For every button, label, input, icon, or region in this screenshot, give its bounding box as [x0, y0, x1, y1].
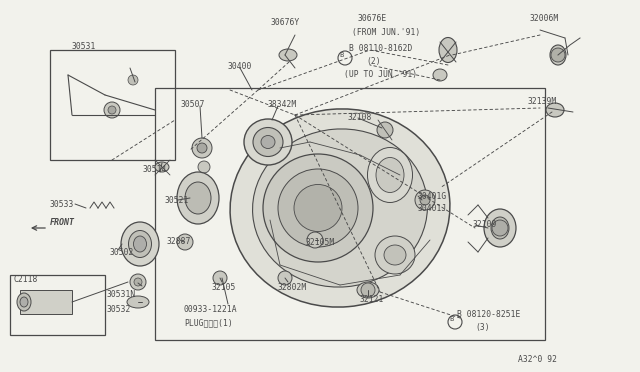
Ellipse shape	[376, 157, 404, 192]
Ellipse shape	[127, 296, 149, 308]
Text: B 08120-8251E: B 08120-8251E	[457, 310, 520, 319]
Ellipse shape	[129, 231, 152, 257]
Text: 32802M: 32802M	[278, 283, 307, 292]
Ellipse shape	[185, 182, 211, 214]
Text: 32105: 32105	[212, 283, 236, 292]
Text: C2118: C2118	[14, 275, 38, 284]
Ellipse shape	[294, 185, 342, 231]
Ellipse shape	[177, 172, 219, 224]
Text: 32139M: 32139M	[528, 97, 557, 106]
Ellipse shape	[484, 209, 516, 247]
Text: 00933-1221A: 00933-1221A	[184, 305, 237, 314]
Text: 30400: 30400	[228, 62, 252, 71]
Text: B: B	[339, 52, 343, 58]
Bar	[10, 275, 105, 335]
Text: 30531: 30531	[72, 42, 97, 51]
Text: 30514: 30514	[143, 165, 168, 174]
Bar	[155, 88, 545, 340]
Circle shape	[104, 102, 120, 118]
Ellipse shape	[244, 119, 292, 165]
Bar	[50, 50, 175, 160]
Text: 32006M: 32006M	[530, 14, 559, 23]
Circle shape	[551, 48, 565, 62]
Text: 30533: 30533	[50, 200, 74, 209]
Ellipse shape	[261, 135, 275, 148]
Circle shape	[134, 278, 142, 286]
Circle shape	[130, 274, 146, 290]
Ellipse shape	[253, 129, 428, 287]
Circle shape	[128, 75, 138, 85]
Text: 30532: 30532	[107, 305, 131, 314]
Text: 30676Y: 30676Y	[271, 18, 300, 27]
Text: B: B	[449, 316, 453, 322]
Bar	[20, 290, 72, 314]
Ellipse shape	[433, 69, 447, 81]
Circle shape	[177, 234, 193, 250]
Circle shape	[415, 190, 435, 210]
Circle shape	[278, 271, 292, 285]
Text: B 08110-8162D: B 08110-8162D	[349, 44, 412, 53]
Text: FRONT: FRONT	[50, 218, 75, 227]
Ellipse shape	[230, 109, 450, 307]
Text: (FROM JUN.'91): (FROM JUN.'91)	[352, 28, 420, 37]
Circle shape	[307, 232, 323, 248]
Circle shape	[198, 161, 210, 173]
Text: (3): (3)	[475, 323, 490, 332]
Ellipse shape	[491, 217, 509, 239]
Ellipse shape	[384, 245, 406, 265]
Text: (UP TO JUN.'91): (UP TO JUN.'91)	[344, 70, 417, 79]
Circle shape	[192, 138, 212, 158]
Circle shape	[361, 283, 375, 297]
Circle shape	[197, 143, 207, 153]
Ellipse shape	[550, 45, 566, 65]
Circle shape	[420, 195, 430, 205]
Circle shape	[492, 220, 508, 236]
Text: 30531N: 30531N	[107, 290, 136, 299]
Text: 30676E: 30676E	[358, 14, 387, 23]
Text: 32109: 32109	[473, 220, 497, 229]
Circle shape	[377, 122, 393, 138]
Ellipse shape	[134, 236, 147, 252]
Ellipse shape	[253, 128, 283, 157]
Text: 30502: 30502	[110, 248, 134, 257]
Ellipse shape	[278, 169, 358, 247]
Text: 30521: 30521	[165, 196, 189, 205]
Ellipse shape	[20, 297, 28, 307]
Ellipse shape	[546, 103, 564, 117]
Ellipse shape	[439, 38, 457, 62]
Text: 32887: 32887	[167, 237, 191, 246]
Text: 32108: 32108	[348, 113, 372, 122]
Ellipse shape	[375, 236, 415, 274]
Text: 30401G: 30401G	[418, 192, 447, 201]
Text: 30507: 30507	[181, 100, 205, 109]
Text: PLUGプラグ(1): PLUGプラグ(1)	[184, 318, 233, 327]
Text: 32105M: 32105M	[306, 238, 335, 247]
Text: 32121: 32121	[360, 295, 385, 304]
Ellipse shape	[17, 293, 31, 311]
Text: 38342M: 38342M	[268, 100, 297, 109]
Ellipse shape	[121, 222, 159, 266]
Ellipse shape	[367, 148, 413, 202]
Ellipse shape	[155, 162, 169, 172]
Circle shape	[213, 271, 227, 285]
Text: A32^0 92: A32^0 92	[518, 355, 557, 364]
Text: 30401J: 30401J	[418, 204, 447, 213]
Ellipse shape	[357, 282, 379, 298]
Circle shape	[108, 106, 116, 114]
Ellipse shape	[279, 49, 297, 61]
Ellipse shape	[263, 154, 373, 262]
Text: (2): (2)	[366, 57, 381, 66]
